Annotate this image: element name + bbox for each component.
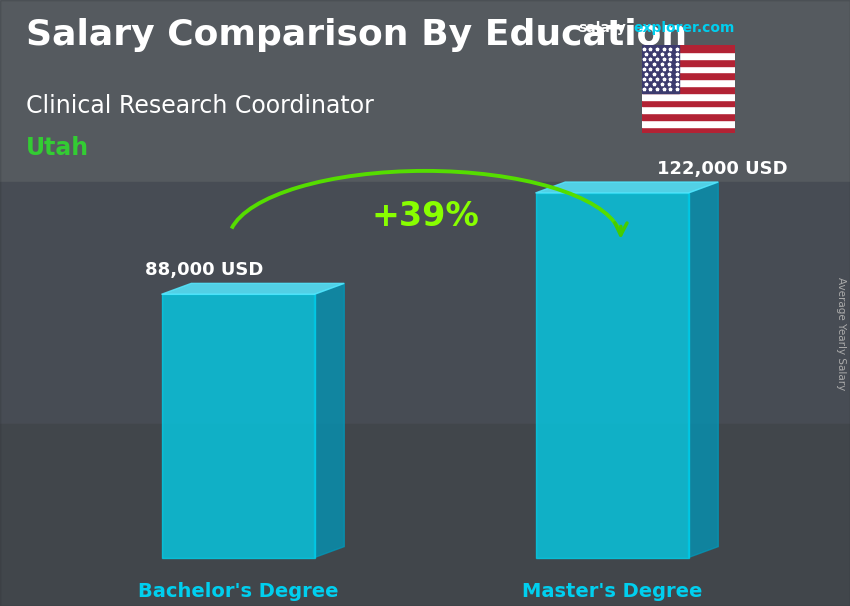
Bar [0,0,850,182]
Bar [642,59,735,65]
Bar [642,65,735,73]
Polygon shape [314,284,344,558]
Polygon shape [688,182,718,558]
Bar [642,120,735,127]
Bar [642,45,735,52]
Bar [642,52,735,59]
Bar [0,182,850,424]
Text: Salary Comparison By Education: Salary Comparison By Education [26,18,687,52]
Bar [642,106,735,113]
Text: Master's Degree: Master's Degree [522,582,702,601]
Bar [642,99,735,106]
Text: Average Yearly Salary: Average Yearly Salary [836,277,846,390]
Bar [162,295,314,558]
Polygon shape [162,284,344,295]
Bar [0,424,850,606]
Text: Bachelor's Degree: Bachelor's Degree [138,582,338,601]
Polygon shape [536,182,718,193]
Bar [642,93,735,99]
Text: salary: salary [578,21,626,35]
Bar [642,113,735,120]
Text: Clinical Research Coordinator: Clinical Research Coordinator [26,94,373,118]
Text: +39%: +39% [371,200,479,233]
Bar [536,193,688,558]
Bar [642,127,735,133]
Text: explorer.com: explorer.com [633,21,734,35]
Text: Utah: Utah [26,136,88,161]
Bar [642,45,679,93]
Text: 88,000 USD: 88,000 USD [144,261,264,279]
Bar [642,86,735,93]
Bar [642,79,735,86]
Text: 122,000 USD: 122,000 USD [657,160,788,178]
Bar [642,73,735,79]
